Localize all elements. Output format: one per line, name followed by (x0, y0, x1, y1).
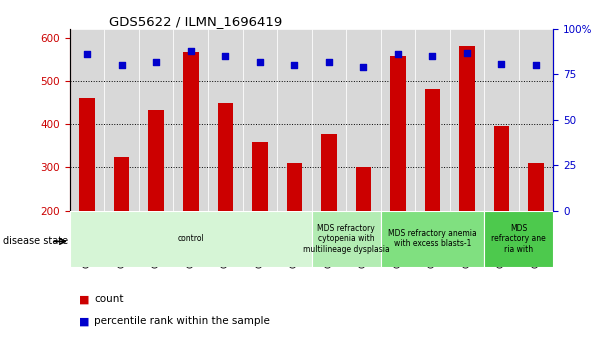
Text: control: control (178, 234, 204, 243)
Bar (243, 29, 277, 211)
Point (117, 62, 126, 68)
Bar (208, 29, 243, 211)
Point (186, 48, 196, 54)
Point (221, 53, 230, 59)
Bar (70, 211, 311, 267)
Bar (415, 29, 450, 211)
Bar (494, 126, 510, 211)
Bar (114, 158, 130, 211)
Point (359, 64, 368, 70)
Bar (148, 110, 164, 211)
Text: GDS5622 / ILMN_1696419: GDS5622 / ILMN_1696419 (109, 15, 282, 28)
Bar (311, 29, 346, 211)
Text: ■: ■ (79, 294, 89, 305)
Point (427, 53, 437, 59)
Bar (484, 211, 553, 267)
Point (531, 62, 541, 68)
Point (497, 61, 506, 66)
Bar (356, 167, 371, 211)
Bar (381, 29, 415, 211)
Text: MDS
refractory ane
ria with: MDS refractory ane ria with (491, 224, 546, 254)
Point (255, 59, 264, 65)
Bar (519, 29, 553, 211)
Bar (381, 211, 484, 267)
Bar (424, 89, 440, 211)
Point (324, 59, 334, 65)
Bar (459, 46, 475, 211)
Bar (484, 29, 519, 211)
Point (151, 59, 161, 65)
Text: percentile rank within the sample: percentile rank within the sample (94, 316, 270, 326)
Bar (450, 29, 484, 211)
Bar (321, 134, 337, 211)
Point (82, 52, 92, 57)
Text: MDS refractory
cytopenia with
multilineage dysplasia: MDS refractory cytopenia with multilinea… (303, 224, 390, 254)
Point (289, 62, 299, 68)
Bar (286, 163, 302, 211)
Bar (390, 56, 406, 211)
Point (393, 52, 402, 57)
Bar (70, 29, 105, 211)
Bar (173, 29, 208, 211)
Text: disease state: disease state (3, 236, 68, 246)
Text: count: count (94, 294, 124, 305)
Bar (346, 29, 381, 211)
Bar (218, 102, 233, 211)
Bar (105, 29, 139, 211)
Bar (277, 29, 311, 211)
Text: MDS refractory anemia
with excess blasts-1: MDS refractory anemia with excess blasts… (388, 229, 477, 248)
Bar (528, 163, 544, 211)
Bar (80, 98, 95, 211)
Text: ■: ■ (79, 316, 89, 326)
Bar (311, 211, 381, 267)
Bar (139, 29, 173, 211)
Point (462, 50, 472, 56)
Bar (183, 52, 199, 211)
Bar (252, 142, 268, 211)
